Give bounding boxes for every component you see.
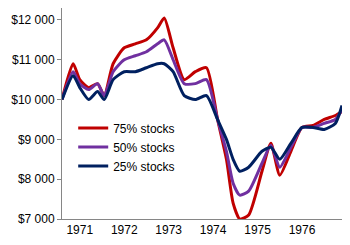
svg-text:75% stocks: 75% stocks: [113, 122, 174, 136]
svg-text:1972: 1972: [111, 223, 138, 237]
svg-text:1975: 1975: [244, 223, 271, 237]
svg-text:1976: 1976: [289, 223, 316, 237]
svg-text:50% stocks: 50% stocks: [113, 141, 174, 155]
svg-text:1971: 1971: [66, 223, 93, 237]
svg-text:1974: 1974: [200, 223, 227, 237]
svg-text:$12 000: $12 000: [11, 13, 55, 27]
svg-text:$9 000: $9 000: [18, 133, 55, 147]
svg-text:$7 000: $7 000: [18, 212, 55, 226]
svg-text:$11 000: $11 000: [12, 53, 55, 67]
svg-text:25% stocks: 25% stocks: [113, 160, 174, 174]
svg-text:1973: 1973: [155, 223, 182, 237]
svg-text:$8 000: $8 000: [18, 172, 55, 186]
svg-text:$10 000: $10 000: [11, 93, 55, 107]
